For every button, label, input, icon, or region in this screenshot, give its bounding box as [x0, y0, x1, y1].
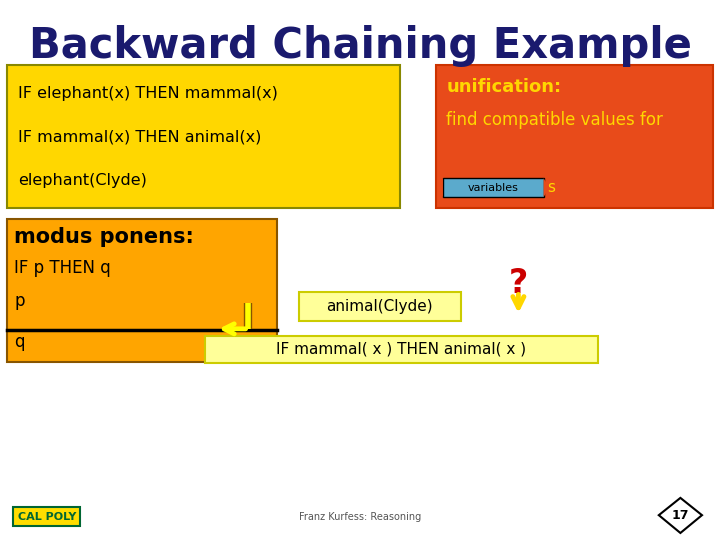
Text: unification:: unification: [446, 78, 562, 96]
FancyBboxPatch shape [7, 219, 277, 362]
Text: s: s [547, 180, 555, 195]
Polygon shape [544, 178, 549, 197]
FancyBboxPatch shape [299, 292, 461, 321]
FancyBboxPatch shape [436, 65, 713, 208]
Text: Franz Kurfess: Reasoning: Franz Kurfess: Reasoning [299, 512, 421, 522]
Polygon shape [437, 178, 443, 197]
Text: p: p [14, 292, 25, 309]
Text: IF p THEN q: IF p THEN q [14, 259, 111, 277]
Text: elephant(Clyde): elephant(Clyde) [18, 173, 147, 188]
FancyBboxPatch shape [7, 65, 400, 208]
FancyBboxPatch shape [205, 336, 598, 363]
Text: IF mammal( x ) THEN animal( x ): IF mammal( x ) THEN animal( x ) [276, 342, 526, 357]
Text: variables: variables [468, 183, 518, 193]
Text: Backward Chaining Example: Backward Chaining Example [29, 25, 691, 67]
Polygon shape [659, 498, 702, 533]
Text: IF mammal(x) THEN animal(x): IF mammal(x) THEN animal(x) [18, 130, 261, 145]
FancyBboxPatch shape [443, 178, 544, 197]
Text: find compatible values for: find compatible values for [446, 111, 663, 129]
Text: ?: ? [509, 267, 528, 300]
Text: animal(Clyde): animal(Clyde) [326, 299, 433, 314]
Text: IF elephant(x) THEN mammal(x): IF elephant(x) THEN mammal(x) [18, 86, 278, 102]
Text: q: q [14, 333, 25, 351]
Text: modus ponens:: modus ponens: [14, 227, 194, 247]
Text: 17: 17 [672, 509, 689, 522]
Text: CAL POLY: CAL POLY [17, 512, 76, 522]
